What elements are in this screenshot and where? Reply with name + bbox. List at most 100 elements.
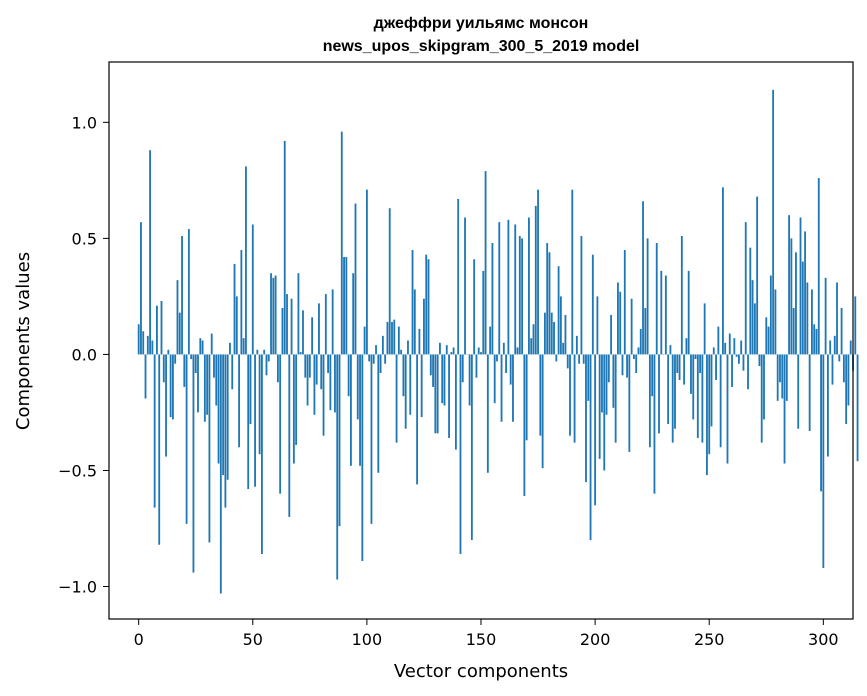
bar-140 [457, 198, 460, 355]
bar-159 [500, 354, 503, 422]
bar-158 [498, 222, 501, 355]
bar-75 [308, 354, 311, 378]
bar-113 [395, 354, 398, 443]
bar-151 [482, 270, 485, 355]
bar-2 [142, 331, 145, 355]
chart-subtitle: news_upos_skipgram_300_5_2019 model [323, 38, 640, 55]
bar-116 [402, 354, 405, 397]
bar-92 [347, 354, 350, 397]
bar-278 [772, 89, 775, 355]
bar-311 [847, 354, 850, 406]
bar-176 [539, 354, 542, 436]
bar-188 [566, 354, 569, 369]
bar-153 [486, 354, 489, 473]
bar-229 [660, 270, 663, 355]
bar-19 [181, 236, 183, 355]
bar-162 [507, 219, 510, 355]
bar-83 [327, 354, 330, 373]
bar-204 [603, 354, 606, 471]
bar-263 [737, 354, 740, 364]
x-axis-label: Vector components [394, 661, 568, 682]
bar-134 [443, 354, 446, 406]
bar-249 [706, 354, 708, 476]
bar-68 [292, 354, 295, 464]
bar-146 [470, 354, 473, 541]
x-tick-label-0: 0 [134, 630, 144, 649]
bar-276 [767, 326, 770, 355]
bar-135 [445, 345, 448, 355]
bar-179 [546, 243, 549, 355]
bar-48 [247, 354, 250, 490]
bar-198 [589, 354, 592, 541]
bar-24 [192, 354, 195, 573]
bar-251 [710, 354, 713, 427]
x-tick-label-50: 50 [243, 630, 263, 649]
bar-219 [637, 347, 640, 355]
bar-130 [434, 354, 437, 434]
bar-127 [427, 259, 430, 355]
bar-41 [231, 354, 234, 390]
bar-117 [404, 354, 407, 429]
bar-119 [409, 354, 412, 415]
bar-37 [222, 354, 225, 476]
bar-121 [413, 289, 416, 355]
bar-64 [283, 140, 286, 355]
bar-71 [299, 352, 302, 355]
bar-143 [464, 217, 466, 355]
bar-115 [400, 349, 403, 355]
bar-110 [388, 208, 391, 355]
bar-225 [651, 354, 654, 397]
bar-183 [555, 354, 558, 362]
bar-59 [272, 277, 275, 355]
bar-214 [626, 354, 628, 378]
bar-267 [747, 354, 749, 390]
bar-307 [838, 354, 841, 362]
bar-16 [174, 354, 177, 364]
bar-125 [423, 298, 425, 355]
bar-28 [201, 340, 204, 355]
bar-274 [763, 354, 765, 420]
bar-268 [749, 247, 752, 355]
bar-103 [372, 354, 375, 364]
bar-180 [548, 252, 551, 355]
bar-248 [703, 303, 706, 355]
bar-291 [801, 261, 804, 355]
bar-81 [322, 354, 325, 436]
bar-106 [379, 354, 382, 373]
bar-298 [817, 178, 820, 355]
bar-259 [728, 333, 731, 355]
bar-4 [146, 335, 149, 355]
bar-220 [639, 328, 642, 355]
bar-137 [450, 352, 453, 355]
bar-25 [194, 354, 197, 373]
bar-289 [797, 354, 800, 429]
bar-271 [756, 196, 759, 355]
bar-211 [619, 291, 622, 355]
bar-164 [512, 354, 514, 422]
bar-157 [496, 354, 498, 362]
bar-195 [582, 354, 585, 364]
bar-61 [276, 354, 279, 383]
bar-199 [591, 254, 594, 355]
bar-185 [559, 296, 562, 355]
y-axis-ticks: −1.0 −0.5 0.0 0.5 1.0 [58, 113, 109, 597]
bar-14 [169, 354, 172, 418]
bar-27 [199, 338, 202, 355]
chart-title: джеффри уильямс монсон [374, 15, 589, 32]
bar-306 [836, 282, 838, 355]
bar-72 [302, 310, 304, 355]
bar-80 [320, 354, 323, 390]
bar-256 [722, 187, 724, 355]
bar-108 [384, 354, 387, 364]
bar-210 [617, 282, 619, 355]
bar-312 [849, 340, 852, 355]
bar-193 [578, 354, 581, 364]
bar-233 [669, 345, 672, 355]
bar-36 [219, 354, 222, 594]
bar-156 [493, 354, 496, 404]
bar-166 [516, 347, 519, 355]
bar-227 [655, 243, 658, 355]
bar-139 [454, 354, 457, 450]
bar-310 [845, 354, 848, 425]
